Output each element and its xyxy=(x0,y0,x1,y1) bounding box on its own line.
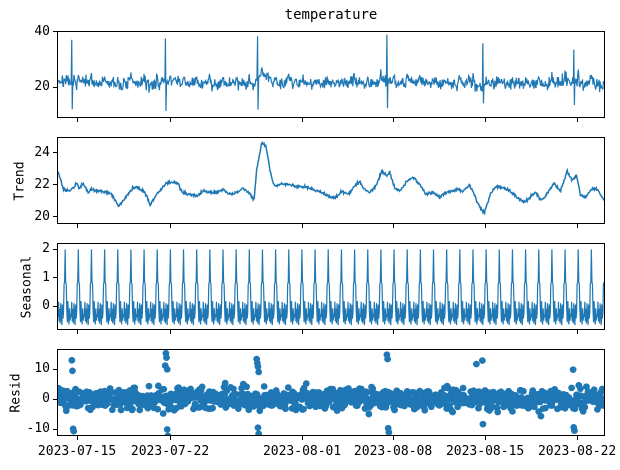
y-tick-label: -10 xyxy=(26,421,50,437)
panel-observed xyxy=(57,31,605,118)
x-tick-label: 2023-08-22 xyxy=(537,444,617,459)
y-tick-label: 10 xyxy=(34,361,50,377)
y-tick xyxy=(53,86,57,88)
x-tick xyxy=(392,118,394,122)
y-tick xyxy=(53,428,57,430)
y-tick xyxy=(53,368,57,370)
x-tick xyxy=(576,118,578,122)
x-tick xyxy=(392,224,394,228)
y-tick-label: 2 xyxy=(42,241,50,257)
resid-scatter xyxy=(58,350,604,435)
panel-seasonal xyxy=(57,243,605,330)
trend-series xyxy=(58,140,604,216)
x-tick xyxy=(76,330,78,334)
x-tick xyxy=(76,436,78,440)
y-tick xyxy=(53,31,57,33)
seasonal-series xyxy=(58,249,604,326)
x-tick-label: 2023-08-15 xyxy=(445,444,525,459)
x-tick xyxy=(484,118,486,122)
y-tick-label: 0 xyxy=(42,298,50,314)
x-tick-label: 2023-07-15 xyxy=(37,444,117,459)
x-tick xyxy=(576,436,578,440)
y-tick-label: 24 xyxy=(34,144,50,160)
y-tick-label: 22 xyxy=(34,176,50,192)
x-tick xyxy=(301,118,303,122)
x-tick-label: 2023-07-22 xyxy=(130,444,210,459)
y-tick xyxy=(53,277,57,279)
x-tick xyxy=(301,330,303,334)
y-tick xyxy=(53,152,57,154)
x-tick xyxy=(392,436,394,440)
observed-series xyxy=(58,34,604,111)
x-tick xyxy=(484,436,486,440)
y-tick-label: 20 xyxy=(34,79,50,94)
x-tick-label: 2023-08-01 xyxy=(262,444,342,459)
x-tick xyxy=(484,330,486,334)
chart-title: temperature xyxy=(284,7,378,23)
x-tick xyxy=(301,436,303,440)
y-tick xyxy=(53,248,57,250)
y-tick-label: 0 xyxy=(42,391,50,407)
x-tick xyxy=(301,224,303,228)
panel-resid xyxy=(57,349,605,436)
y-tick xyxy=(53,305,57,307)
x-tick xyxy=(576,330,578,334)
y-tick xyxy=(53,216,57,218)
y-tick xyxy=(53,398,57,400)
x-tick xyxy=(76,118,78,122)
x-tick xyxy=(169,224,171,228)
y-tick xyxy=(53,184,57,186)
x-tick xyxy=(169,436,171,440)
y-tick-label: 1 xyxy=(42,269,50,285)
x-tick xyxy=(576,224,578,228)
x-tick xyxy=(169,118,171,122)
x-tick xyxy=(484,224,486,228)
x-tick xyxy=(392,330,394,334)
y-tick-label: 20 xyxy=(34,208,50,224)
panel-trend xyxy=(57,137,605,224)
x-tick xyxy=(169,330,171,334)
x-tick xyxy=(76,224,78,228)
x-tick-label: 2023-08-08 xyxy=(353,444,433,459)
y-tick-label: 40 xyxy=(34,23,50,39)
